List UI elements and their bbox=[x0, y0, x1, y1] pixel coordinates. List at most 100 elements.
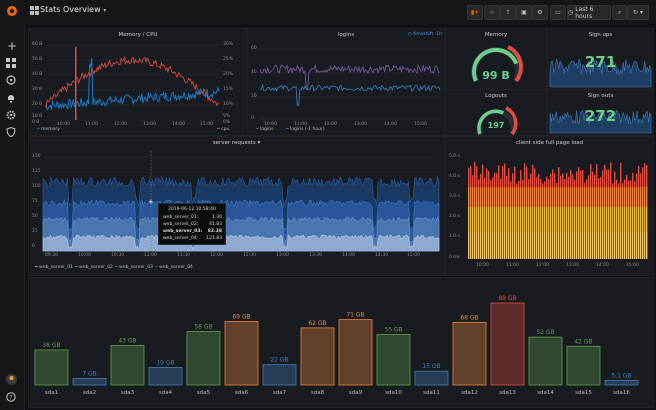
bar-sda13[interactable] bbox=[490, 302, 525, 386]
bar-sda1[interactable] bbox=[34, 349, 69, 386]
heatmap-cell bbox=[558, 187, 560, 207]
legend-web-server-03[interactable]: ━ web_server_03 bbox=[115, 265, 153, 270]
legend-cpu[interactable]: ━ cpu bbox=[217, 127, 230, 132]
heatmap-cell bbox=[498, 232, 500, 259]
legend-web-server-04[interactable]: ━ web_server_04 bbox=[155, 265, 193, 270]
tv-mode-button[interactable]: ▭ bbox=[550, 5, 566, 20]
tooltip-series: web_server_02: bbox=[163, 222, 199, 227]
signouts-panel[interactable]: Sign outs 272 bbox=[547, 89, 654, 136]
zoom-out-button[interactable]: ⌕ bbox=[612, 5, 627, 20]
heatmap-cell bbox=[568, 207, 570, 232]
heatmap-cell bbox=[558, 207, 560, 232]
x-tick: 15:00 bbox=[200, 122, 213, 127]
x-tick: 15:00 bbox=[626, 263, 639, 268]
legend-logins[interactable]: ━ logins bbox=[256, 127, 274, 132]
heatmap-cell bbox=[640, 232, 642, 259]
bar-sda15[interactable] bbox=[566, 345, 601, 386]
bar-sda8[interactable] bbox=[300, 327, 335, 386]
heatmap-cell bbox=[518, 180, 520, 187]
heatmap-cell bbox=[482, 232, 484, 259]
heatmap-cell bbox=[528, 187, 530, 207]
heatmap-cell bbox=[492, 187, 494, 207]
bar-sda12[interactable] bbox=[452, 321, 487, 386]
client-load-panel[interactable]: client side full page load 5.0 s 4.0 s 3… bbox=[445, 136, 654, 276]
panel-title: Sign ups bbox=[588, 32, 613, 38]
help-icon[interactable]: ? bbox=[6, 392, 18, 404]
time-picker-button[interactable]: ◷ Last 6 hours bbox=[567, 5, 611, 20]
heatmap-cell bbox=[542, 207, 544, 232]
legend-web-server-02[interactable]: ━ web_server_02 bbox=[75, 265, 113, 270]
y-tick: 60 B bbox=[32, 42, 43, 47]
heatmap-cell bbox=[606, 232, 608, 259]
heatmap-cell bbox=[524, 232, 526, 259]
heatmap-cell bbox=[570, 169, 572, 187]
heatmap-cell bbox=[572, 207, 574, 232]
heatmap-cell bbox=[608, 187, 610, 207]
save-icon: ▣ bbox=[521, 9, 527, 16]
share-button[interactable]: ⇪ bbox=[500, 5, 516, 20]
heatmap-cell bbox=[492, 177, 494, 187]
explore-icon[interactable] bbox=[6, 75, 18, 87]
y-tick-right: 0% bbox=[223, 120, 231, 125]
x-tick: 11:00 bbox=[506, 263, 519, 268]
grafana-logo-icon[interactable] bbox=[6, 5, 18, 17]
heatmap-cell bbox=[598, 187, 600, 207]
heatmap-cell bbox=[600, 232, 602, 259]
star-button[interactable]: ☆ bbox=[484, 5, 500, 20]
memory-cpu-panel[interactable]: Memory / CPU 60 B 50 B 40 B 30 B 20 B 10… bbox=[28, 28, 248, 136]
bar-sda16[interactable] bbox=[604, 379, 639, 386]
legend-web-server-01[interactable]: ━ web_server_01 bbox=[35, 265, 73, 270]
bar-value-label: 7 GB bbox=[82, 371, 97, 378]
heatmap-cell bbox=[510, 232, 512, 259]
bar-sda3[interactable] bbox=[110, 344, 145, 386]
dashboard-title[interactable]: Stats Overview ▾ bbox=[40, 5, 106, 14]
bar-sda4[interactable] bbox=[148, 367, 183, 386]
bar-category-label: sda3 bbox=[121, 390, 135, 396]
alerting-bell-icon[interactable] bbox=[6, 93, 18, 105]
tooltip-time: 2019-06-12 10:58:40 bbox=[168, 207, 216, 212]
bar-value-label: 15 GB bbox=[422, 363, 440, 370]
disk-usage-panel[interactable]: 38 GB sda1 7 GB sda2 43 GB sda3 19 GB sda4 58 GB… bbox=[28, 277, 654, 408]
user-avatar[interactable] bbox=[6, 374, 18, 386]
dashboards-icon[interactable] bbox=[6, 58, 18, 70]
logins-panel[interactable]: logins ◷ timeshift -1h 60 40 20 0 10:00 … bbox=[247, 28, 445, 136]
heatmap-cell bbox=[474, 162, 476, 187]
shield-icon[interactable] bbox=[6, 127, 18, 139]
memory-cpu-graph bbox=[44, 44, 220, 121]
logouts-gauge-panel[interactable]: Logouts 197 bbox=[445, 89, 547, 136]
heatmap-cell bbox=[622, 232, 624, 259]
bar-sda11[interactable] bbox=[414, 370, 449, 386]
tooltip-value: 1.30 bbox=[211, 215, 222, 220]
legend-memory[interactable]: ━ memory bbox=[37, 127, 60, 132]
tooltip-row: web_server_02: 41.83 bbox=[163, 222, 222, 227]
heatmap-cell bbox=[566, 207, 568, 232]
legend-logins-prev[interactable]: ━ logins (-1 hour) bbox=[286, 127, 325, 132]
heatmap-cell bbox=[640, 187, 642, 207]
heatmap-cell bbox=[504, 187, 506, 207]
server-requests-panel[interactable]: server requests ▾ + 150 125 100 75 50 25… bbox=[28, 136, 445, 276]
plus-icon[interactable]: + bbox=[6, 39, 18, 53]
bar-sda7[interactable] bbox=[262, 364, 297, 386]
add-panel-button[interactable]: ▮+ bbox=[467, 5, 483, 20]
heatmap-cell bbox=[644, 207, 646, 232]
heatmap-cell bbox=[590, 164, 592, 187]
gear-icon[interactable] bbox=[6, 110, 18, 122]
heatmap-cell bbox=[638, 187, 640, 207]
bar-sda5[interactable] bbox=[186, 331, 221, 386]
x-tick: 11:00 bbox=[144, 253, 157, 258]
signups-panel[interactable]: Sign ups 271 bbox=[547, 28, 654, 90]
bar-sda9[interactable] bbox=[338, 319, 373, 386]
bar-sda6[interactable] bbox=[224, 321, 259, 386]
panel-title: server requests bbox=[212, 140, 256, 146]
heatmap-cell bbox=[518, 187, 520, 207]
bar-sda10[interactable] bbox=[376, 333, 411, 386]
bar-sda2[interactable] bbox=[72, 378, 107, 386]
bar-sda14[interactable] bbox=[528, 336, 563, 386]
memory-gauge-panel[interactable]: Memory 99 B bbox=[445, 28, 547, 90]
x-tick: 14:00 bbox=[596, 263, 609, 268]
refresh-button[interactable]: ↻ ▾ bbox=[627, 5, 649, 20]
save-button[interactable]: ▣ bbox=[516, 5, 532, 20]
heatmap-cell bbox=[540, 179, 542, 187]
heatmap-cell bbox=[610, 207, 612, 232]
settings-button[interactable]: ⚙ bbox=[532, 5, 548, 20]
